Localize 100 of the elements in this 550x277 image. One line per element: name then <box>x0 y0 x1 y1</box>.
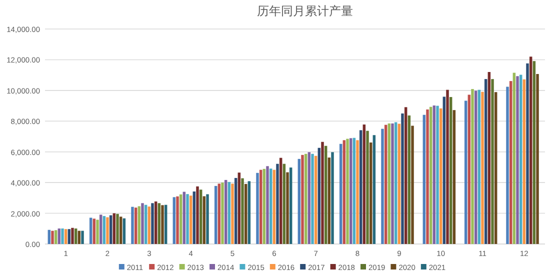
bar <box>468 94 471 244</box>
bar <box>481 92 484 244</box>
bar <box>279 158 282 244</box>
bar <box>464 100 468 244</box>
bar <box>158 203 161 244</box>
bar <box>106 217 109 244</box>
bar <box>408 115 411 244</box>
bar <box>474 90 478 244</box>
bar <box>89 218 92 244</box>
bar <box>176 196 179 244</box>
bar <box>398 124 401 244</box>
bar <box>436 106 439 244</box>
bar <box>404 107 408 244</box>
bar <box>61 228 64 244</box>
bar <box>238 172 241 244</box>
bar <box>352 138 356 244</box>
bar <box>422 114 426 244</box>
bar <box>488 72 491 244</box>
bar <box>516 76 519 244</box>
bar <box>298 158 301 244</box>
bar <box>342 140 346 244</box>
bar <box>429 106 432 244</box>
bar <box>161 205 164 244</box>
bar <box>96 220 99 244</box>
bar <box>186 194 189 244</box>
bar <box>384 124 388 244</box>
bar <box>99 214 102 244</box>
bar <box>206 194 209 244</box>
bar <box>318 148 321 244</box>
bar <box>276 164 279 244</box>
bar <box>182 192 186 244</box>
bar <box>446 90 449 244</box>
bar <box>202 196 206 244</box>
bar <box>331 152 334 244</box>
bar <box>439 108 442 244</box>
bar <box>339 144 342 244</box>
bar <box>311 154 314 244</box>
bar <box>266 166 269 244</box>
bar <box>244 184 248 244</box>
bar <box>48 230 51 244</box>
bar <box>359 130 362 244</box>
bar <box>259 170 262 244</box>
bar <box>116 214 119 244</box>
bar <box>506 86 509 244</box>
bar <box>131 206 134 244</box>
bar <box>286 172 289 244</box>
bar <box>512 72 516 244</box>
bar <box>478 90 481 244</box>
bar <box>304 154 308 244</box>
bar <box>321 142 324 244</box>
bar <box>256 172 259 244</box>
bar <box>491 79 494 244</box>
bar <box>388 123 391 244</box>
bar <box>519 74 522 244</box>
bar <box>199 190 202 244</box>
bar <box>64 229 68 244</box>
bar <box>234 178 238 244</box>
bar <box>372 135 376 244</box>
bar <box>494 92 498 244</box>
bar <box>328 158 331 244</box>
bar <box>282 164 286 244</box>
bar <box>362 124 366 244</box>
bar <box>81 230 84 244</box>
bar <box>272 170 276 244</box>
bar <box>532 61 536 244</box>
bar <box>471 89 474 244</box>
bar <box>324 146 328 244</box>
bar <box>452 110 456 244</box>
bar <box>54 230 58 244</box>
bar <box>71 228 74 244</box>
bar <box>526 63 529 244</box>
bar <box>112 213 116 244</box>
bar <box>262 168 266 244</box>
bar <box>214 186 218 244</box>
bar <box>391 123 394 244</box>
bar <box>529 56 532 244</box>
bar <box>134 208 138 244</box>
bar <box>301 154 304 244</box>
bar <box>484 79 488 244</box>
bar <box>522 79 526 244</box>
bar <box>509 81 512 244</box>
bar <box>394 122 398 244</box>
chart-title: 历年同月累计产量 <box>257 4 353 18</box>
bar <box>381 128 384 244</box>
bar <box>308 152 311 244</box>
bar <box>144 204 148 244</box>
bar <box>314 156 318 244</box>
bar <box>224 180 228 244</box>
bar <box>426 109 429 244</box>
bar <box>228 182 231 244</box>
bar <box>138 206 141 244</box>
bar <box>164 204 168 244</box>
bar <box>366 130 369 244</box>
bar <box>78 230 81 244</box>
bar <box>289 168 292 244</box>
bar <box>141 203 144 244</box>
bar <box>192 191 196 244</box>
bar <box>189 196 192 244</box>
bar <box>241 178 244 244</box>
bar <box>68 229 71 244</box>
